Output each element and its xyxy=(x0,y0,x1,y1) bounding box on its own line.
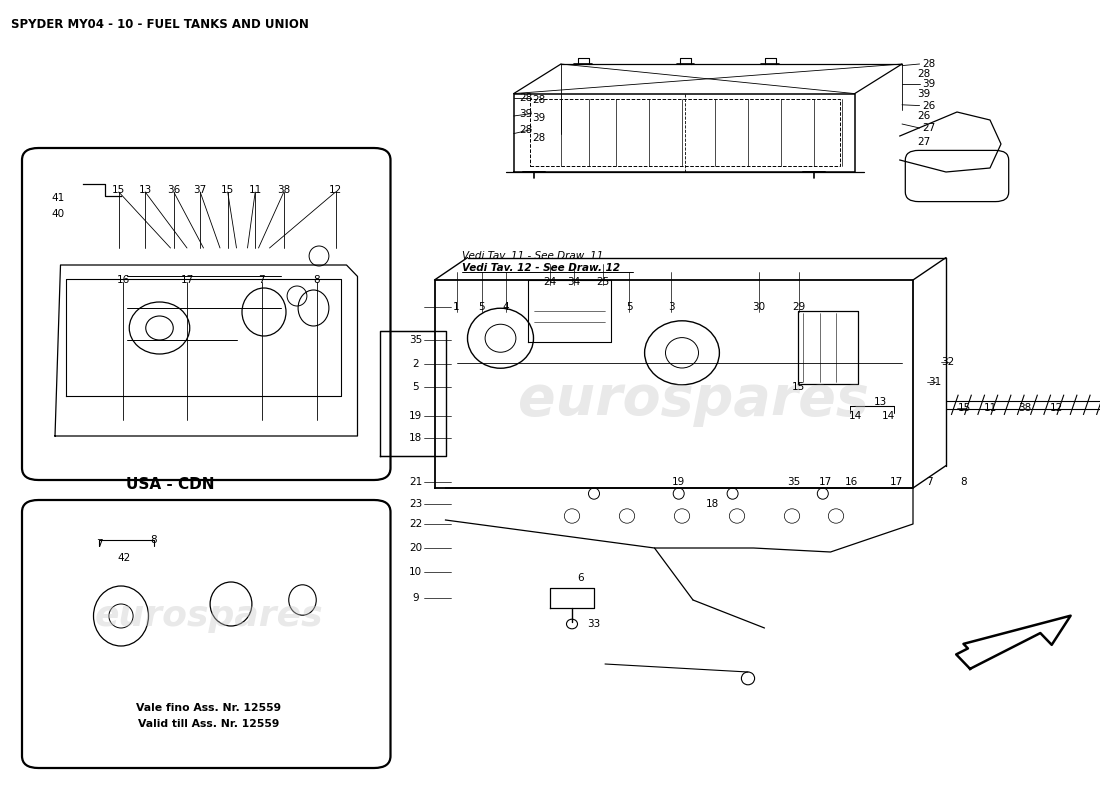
Text: 28: 28 xyxy=(917,69,931,78)
Text: 6: 6 xyxy=(578,573,584,582)
Text: 11: 11 xyxy=(249,185,262,194)
Text: 30: 30 xyxy=(752,302,766,312)
Text: 1: 1 xyxy=(453,302,460,312)
Text: 5: 5 xyxy=(412,382,419,392)
Text: 31: 31 xyxy=(928,377,942,386)
Text: 26: 26 xyxy=(922,101,935,110)
Text: 25: 25 xyxy=(596,277,609,286)
Text: 17: 17 xyxy=(818,477,832,486)
Text: 29: 29 xyxy=(792,302,805,312)
Text: 33: 33 xyxy=(587,619,601,629)
Text: 11: 11 xyxy=(983,403,997,413)
Text: 15: 15 xyxy=(112,185,125,194)
Text: 17: 17 xyxy=(180,275,194,285)
Text: 3: 3 xyxy=(668,302,674,312)
Text: Vedi Tav. 11 - See Draw. 11: Vedi Tav. 11 - See Draw. 11 xyxy=(462,251,604,261)
Text: 2: 2 xyxy=(412,359,419,369)
Text: 18: 18 xyxy=(409,433,422,442)
Text: 23: 23 xyxy=(409,499,422,509)
Text: 12: 12 xyxy=(329,185,342,194)
Text: 35: 35 xyxy=(409,335,422,345)
Text: 12: 12 xyxy=(1049,403,1063,413)
Text: 13: 13 xyxy=(873,397,887,406)
Text: 28: 28 xyxy=(532,133,546,142)
Text: 8: 8 xyxy=(960,477,967,486)
Text: 28: 28 xyxy=(922,59,935,69)
Text: 26: 26 xyxy=(917,111,931,121)
Text: 22: 22 xyxy=(409,519,422,529)
Text: 37: 37 xyxy=(194,185,207,194)
Text: 15: 15 xyxy=(792,382,805,392)
Text: Vedi Tav. 12 - See Draw. 12: Vedi Tav. 12 - See Draw. 12 xyxy=(462,263,620,273)
Text: 38: 38 xyxy=(1019,403,1032,413)
Text: 39: 39 xyxy=(917,90,931,99)
Text: 5: 5 xyxy=(626,302,632,312)
Text: 40: 40 xyxy=(52,210,65,219)
Text: 19: 19 xyxy=(672,477,685,486)
Text: 28: 28 xyxy=(519,93,532,102)
Text: 13: 13 xyxy=(139,185,152,194)
Text: eurospares: eurospares xyxy=(518,373,868,427)
Text: 14: 14 xyxy=(849,411,862,421)
Text: 16: 16 xyxy=(845,477,858,486)
Text: 19: 19 xyxy=(409,411,422,421)
Text: 28: 28 xyxy=(532,95,546,105)
Text: SPYDER MY04 - 10 - FUEL TANKS AND UNION: SPYDER MY04 - 10 - FUEL TANKS AND UNION xyxy=(11,18,309,30)
Text: 39: 39 xyxy=(922,79,935,89)
Text: 4: 4 xyxy=(503,302,509,312)
Text: 39: 39 xyxy=(532,114,546,123)
Text: 20: 20 xyxy=(409,543,422,553)
Text: 41: 41 xyxy=(52,194,65,203)
Text: 15: 15 xyxy=(221,185,234,194)
Text: 10: 10 xyxy=(409,567,422,577)
Text: 7: 7 xyxy=(926,477,933,486)
Text: 8: 8 xyxy=(314,275,320,285)
Text: 42: 42 xyxy=(118,553,131,562)
Text: 8: 8 xyxy=(151,535,157,545)
Text: 32: 32 xyxy=(942,357,955,366)
Text: 27: 27 xyxy=(917,138,931,147)
Text: 15: 15 xyxy=(958,403,971,413)
Text: 16: 16 xyxy=(117,275,130,285)
Text: 38: 38 xyxy=(277,185,290,194)
Text: 24: 24 xyxy=(543,277,557,286)
Text: 35: 35 xyxy=(788,477,801,486)
Text: 28: 28 xyxy=(519,125,532,134)
Text: 34: 34 xyxy=(568,277,581,286)
Text: 21: 21 xyxy=(409,477,422,486)
Text: 18: 18 xyxy=(706,499,719,509)
Text: 36: 36 xyxy=(167,185,180,194)
Text: 39: 39 xyxy=(519,109,532,118)
Text: 5: 5 xyxy=(478,302,485,312)
Text: 7: 7 xyxy=(96,539,102,549)
Text: eurospares: eurospares xyxy=(95,599,323,633)
Text: Valid till Ass. Nr. 12559: Valid till Ass. Nr. 12559 xyxy=(139,719,279,729)
Text: USA - CDN: USA - CDN xyxy=(126,477,214,491)
Text: 14: 14 xyxy=(882,411,895,421)
Text: Vale fino Ass. Nr. 12559: Vale fino Ass. Nr. 12559 xyxy=(136,703,282,713)
Text: 7: 7 xyxy=(258,275,265,285)
Text: 27: 27 xyxy=(922,123,935,133)
Text: 9: 9 xyxy=(412,594,419,603)
Text: 17: 17 xyxy=(890,477,903,486)
